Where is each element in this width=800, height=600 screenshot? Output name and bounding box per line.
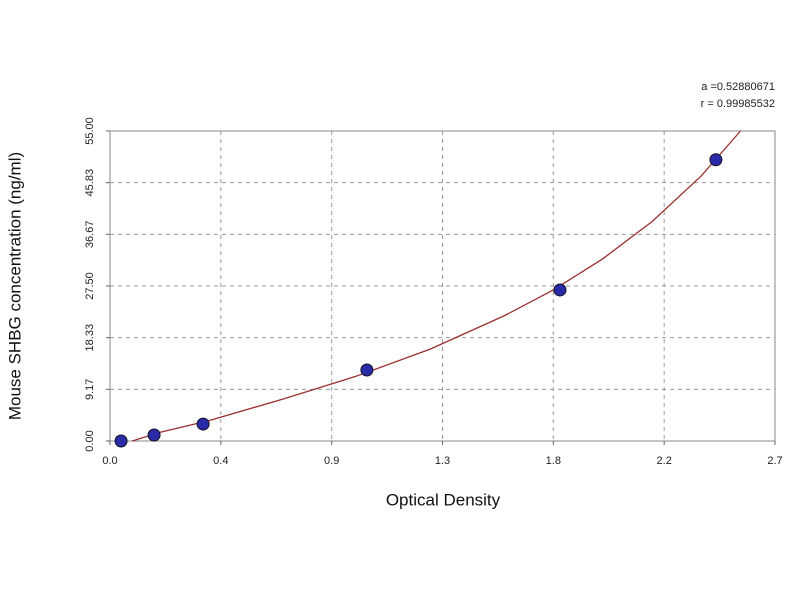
data-point [147,428,161,442]
x-tick-label: 0.4 [213,455,228,467]
y-tick-label: 45.83 [84,169,96,197]
x-tick-label: 2.7 [767,455,782,467]
y-tick-label: 27.50 [84,272,96,300]
y-tick-label: 0.00 [84,430,96,451]
annotation: r = 0.99985532 [701,98,775,110]
x-axis-title: Optical Density [386,490,501,509]
y-tick-label: 18.33 [84,324,96,352]
y-axis-title: Mouse SHBG concentration (ng/ml) [5,152,24,420]
y-tick-label: 36.67 [84,221,96,249]
data-point [196,417,210,431]
x-tick-label: 0.0 [102,455,117,467]
data-point [709,153,723,167]
x-tick-label: 2.2 [657,455,672,467]
data-point [360,363,374,377]
data-point [553,283,567,297]
y-tick-label: 55.00 [84,117,96,145]
y-tick-label: 9.17 [84,379,96,400]
x-tick-label: 1.8 [546,455,561,467]
x-tick-label: 1.3 [435,455,450,467]
annotation: a =0.52880671 [701,81,775,93]
x-tick-label: 0.9 [324,455,339,467]
data-point [114,434,128,448]
